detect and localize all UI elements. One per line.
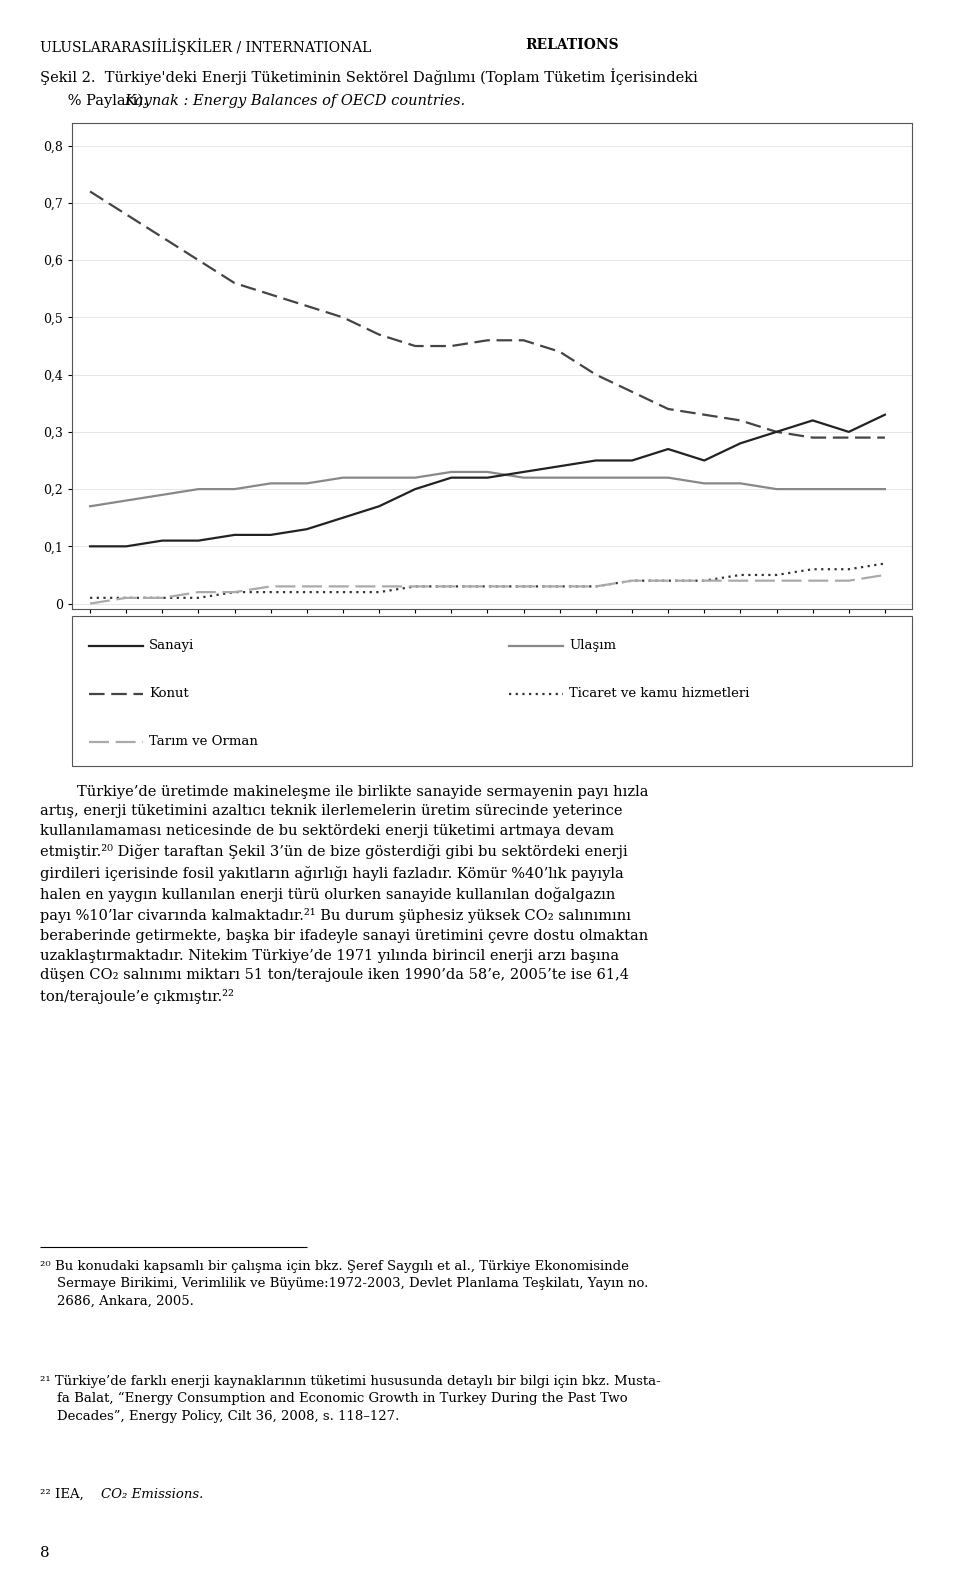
Text: Tarım ve Orman: Tarım ve Orman <box>150 735 258 748</box>
Text: % Payları).: % Payları). <box>40 94 153 108</box>
Text: ²² IEA,: ²² IEA, <box>40 1488 88 1501</box>
Text: Şekil 2.  Türkiye'deki Enerji Tüketiminin Sektörel Dağılımı (Toplam Tüketim İçer: Şekil 2. Türkiye'deki Enerji Tüketiminin… <box>40 69 698 86</box>
Text: ²⁰ Bu konudaki kapsamlı bir çalışma için bkz. Şeref Saygılı et al., Türkiye Ekon: ²⁰ Bu konudaki kapsamlı bir çalışma için… <box>40 1260 649 1308</box>
Text: Ticaret ve kamu hizmetleri: Ticaret ve kamu hizmetleri <box>569 687 750 700</box>
Text: Kaynak : Energy Balances of OECD countries.: Kaynak : Energy Balances of OECD countri… <box>124 94 465 108</box>
Text: ULUSLARARASIİLİŞKİLER / INTERNATIONAL: ULUSLARARASIİLİŞKİLER / INTERNATIONAL <box>40 38 372 56</box>
Text: Türkiye’de üretimde makineleşme ile birlikte sanayide sermayenin payı hızla
artı: Türkiye’de üretimde makineleşme ile birl… <box>40 785 649 1003</box>
Text: ²¹ Türkiye’de farklı enerji kaynaklarının tüketimi hususunda detaylı bir bilgi i: ²¹ Türkiye’de farklı enerji kaynaklarını… <box>40 1375 661 1423</box>
Text: 8: 8 <box>40 1546 50 1560</box>
Text: Konut: Konut <box>150 687 189 700</box>
Text: RELATIONS: RELATIONS <box>525 38 619 53</box>
Text: Ulaşım: Ulaşım <box>569 640 616 652</box>
Text: Sanayi: Sanayi <box>150 640 195 652</box>
FancyBboxPatch shape <box>72 616 912 766</box>
Text: CO₂ Emissions.: CO₂ Emissions. <box>101 1488 204 1501</box>
